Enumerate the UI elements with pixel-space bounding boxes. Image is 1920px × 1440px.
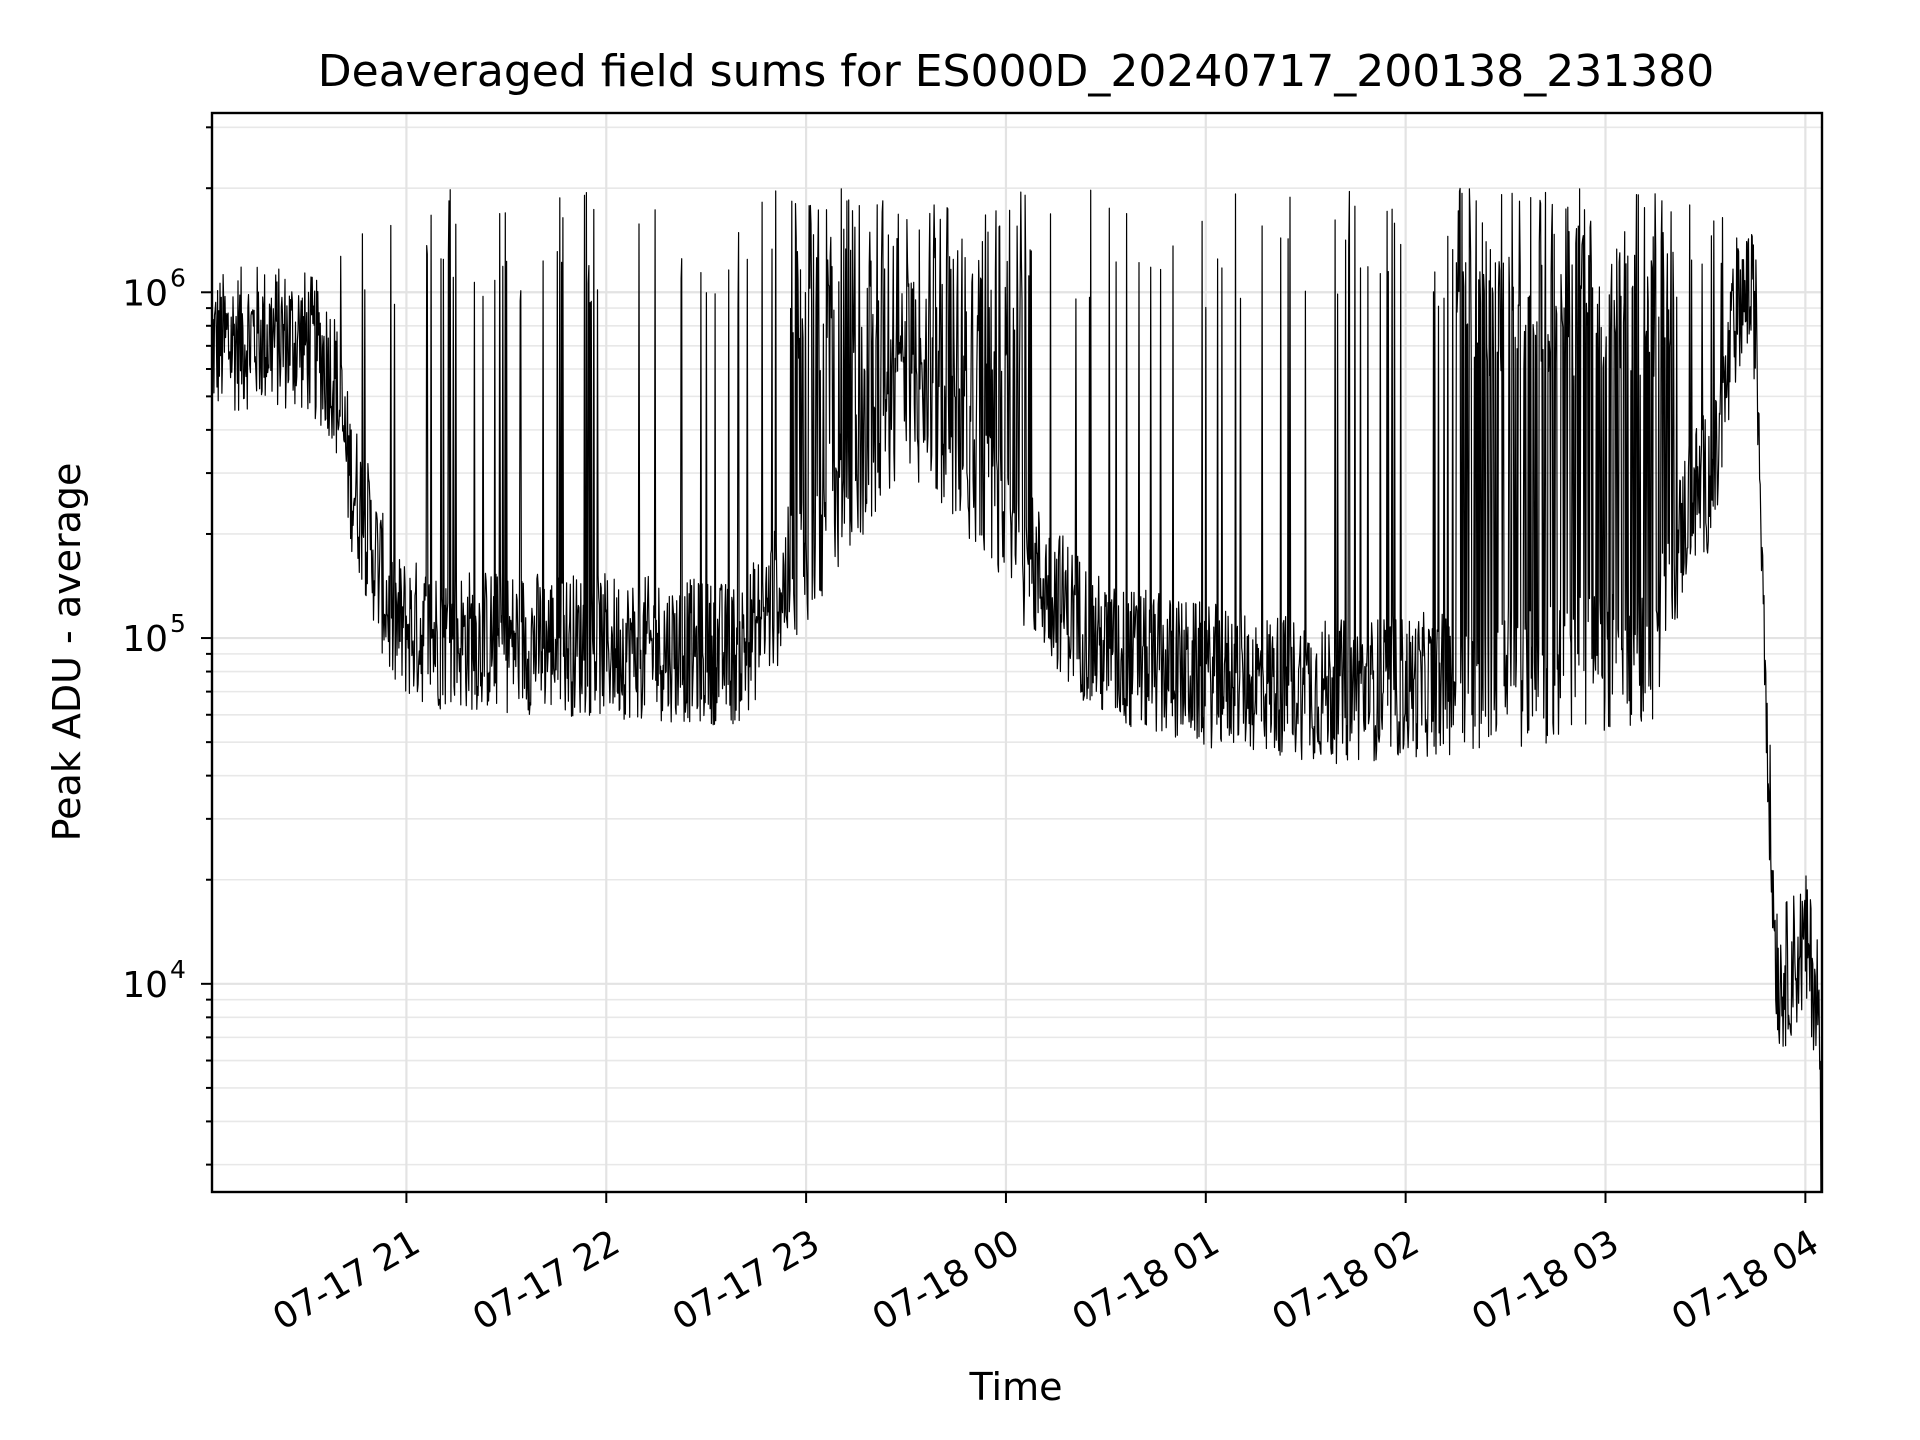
y-tick-exponent: 4: [170, 955, 186, 984]
y-tick-exponent: 5: [170, 609, 186, 638]
series-layer: [211, 187, 1822, 1193]
x-axis-label: Time: [969, 1365, 1063, 1409]
y-tick-label: 10: [122, 273, 168, 314]
plot-frame: [210, 111, 1824, 1194]
axis-ticks: [201, 126, 1807, 1203]
y-tick-label: 10: [122, 965, 168, 1006]
series-line: [211, 187, 1822, 1193]
chart-title: Deaveraged field sums for ES000D_2024071…: [318, 46, 1714, 97]
y-tick-label: 10: [122, 619, 168, 660]
y-tick-exponent: 6: [170, 263, 186, 292]
y-axis-label: Peak ADU - average: [45, 463, 89, 842]
